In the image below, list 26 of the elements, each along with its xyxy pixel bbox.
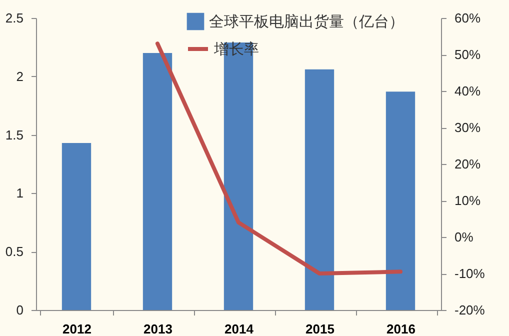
x-tick-label: 2016 xyxy=(386,322,416,336)
x-tick-label: 2013 xyxy=(144,322,172,336)
y2-tick-label: 0% xyxy=(454,230,474,244)
y2-tick-label: 50% xyxy=(454,47,481,62)
bar xyxy=(386,92,416,310)
x-tick-label: 2012 xyxy=(62,322,92,336)
bar xyxy=(304,69,334,310)
y-tick-label: 2.5 xyxy=(5,10,24,26)
y-tick-label: 1.5 xyxy=(5,127,24,142)
y2-tick-label: 20% xyxy=(454,156,481,172)
y2-tick-label: -20% xyxy=(454,302,486,318)
y-tick-label: 0 xyxy=(16,302,24,318)
bar xyxy=(142,53,172,310)
y2-tick-label: 40% xyxy=(454,84,481,98)
y-tick-label: 0.5 xyxy=(5,244,24,260)
x-tick-label: 2015 xyxy=(306,322,334,336)
x-tick-label: 2014 xyxy=(224,322,254,336)
legend-label: 全球平板电脑出货量（亿台） xyxy=(209,14,404,30)
bar xyxy=(62,142,92,310)
y2-tick-label: 30% xyxy=(454,120,481,135)
y-tick-label: 2 xyxy=(16,68,24,84)
line-series xyxy=(156,42,402,276)
y2-tick-label: 60% xyxy=(454,10,481,26)
y2-tick-label: -10% xyxy=(454,266,486,281)
y2-tick-label: 10% xyxy=(454,193,481,208)
y-tick-label: 1 xyxy=(16,186,24,201)
